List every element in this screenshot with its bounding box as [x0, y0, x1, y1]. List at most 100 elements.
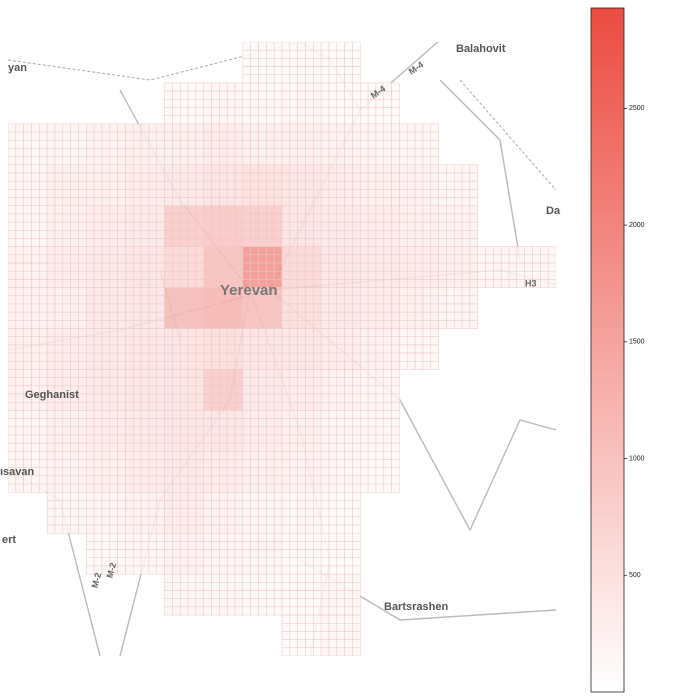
- heat-cell: [328, 336, 338, 346]
- heat-cell: [164, 221, 173, 231]
- heat-cell: [266, 434, 275, 444]
- heat-cell: [328, 582, 338, 591]
- heat-cell: [352, 172, 361, 182]
- heat-cell: [101, 156, 111, 166]
- heat-cell: [328, 320, 338, 329]
- heat-cell: [226, 385, 236, 395]
- heat-cell: [289, 99, 298, 108]
- heat-cell: [187, 180, 197, 190]
- heat-cell: [109, 172, 118, 182]
- heat-cell: [250, 410, 259, 419]
- heat-cell: [305, 148, 314, 157]
- heat-cell: [226, 401, 236, 411]
- heat-cell: [281, 442, 291, 452]
- heat-cell: [172, 295, 181, 305]
- heat-cell: [101, 401, 111, 411]
- heat-cell: [320, 606, 330, 616]
- heat-cell: [164, 475, 173, 485]
- heat-cell: [93, 230, 103, 239]
- heat-cell: [133, 393, 142, 403]
- heat-cell: [281, 565, 291, 575]
- heat-cell: [179, 565, 189, 575]
- heat-cell: [156, 352, 165, 362]
- heat-cell: [313, 197, 322, 206]
- heat-cell: [195, 549, 204, 559]
- heat-cell: [297, 115, 306, 125]
- heat-cell: [54, 483, 64, 493]
- heat-cell: [133, 189, 142, 198]
- heat-cell: [172, 361, 181, 370]
- heat-cell: [320, 483, 330, 493]
- heat-cell: [313, 467, 322, 477]
- heat-cell: [305, 270, 314, 280]
- heat-cell: [242, 49, 251, 59]
- heat-cell: [320, 287, 330, 297]
- heat-cell: [281, 590, 291, 599]
- heat-cell: [109, 246, 118, 256]
- heat-cell: [101, 172, 111, 182]
- heat-cell: [39, 139, 48, 149]
- heat-cell: [211, 549, 220, 559]
- heat-cell: [54, 180, 64, 190]
- heat-cell: [367, 361, 377, 370]
- heat-cell: [305, 451, 314, 460]
- heat-cell: [414, 361, 424, 370]
- heat-cell: [289, 524, 298, 534]
- heat-cell: [219, 115, 228, 125]
- heat-cell: [273, 123, 283, 133]
- heat-cell: [500, 270, 510, 280]
- heat-cell: [258, 230, 267, 239]
- heat-cell: [242, 573, 251, 583]
- heat-cell: [273, 532, 283, 542]
- heat-cell: [438, 221, 447, 231]
- heat-cell: [62, 205, 71, 215]
- heat-cell: [258, 238, 267, 247]
- heat-cell: [54, 401, 64, 411]
- heat-cell: [203, 303, 212, 313]
- heat-cell: [242, 205, 251, 215]
- heat-cell: [352, 82, 361, 92]
- heat-cell: [352, 565, 361, 575]
- heat-cell: [289, 393, 298, 403]
- heat-cell: [109, 418, 118, 428]
- heat-cell: [187, 532, 197, 542]
- heat-cell: [203, 459, 212, 468]
- heat-cell: [219, 90, 228, 100]
- heat-cell: [211, 180, 220, 190]
- heat-cell: [469, 172, 478, 182]
- heat-cell: [289, 66, 298, 75]
- heat-cell: [258, 598, 267, 608]
- heat-cell: [70, 123, 79, 133]
- heat-cell: [305, 320, 314, 329]
- heat-cell: [8, 385, 17, 395]
- heat-cell: [211, 287, 220, 297]
- heat-cell: [273, 582, 283, 591]
- heat-cell: [297, 426, 306, 436]
- heat-cell: [78, 287, 87, 297]
- heat-cell: [46, 369, 56, 378]
- heat-cell: [328, 393, 338, 403]
- heat-cell: [15, 426, 24, 436]
- heat-cell: [313, 74, 322, 84]
- heat-cell: [430, 123, 439, 133]
- heat-cell: [313, 164, 322, 174]
- heat-cell: [305, 524, 314, 534]
- heat-cell: [133, 164, 142, 174]
- heat-cell: [23, 246, 32, 256]
- heat-cell: [242, 385, 251, 395]
- heat-cell: [313, 336, 322, 346]
- heat-cell: [133, 418, 142, 428]
- heat-cell: [31, 336, 40, 346]
- heat-cell: [273, 524, 283, 534]
- heat-cell: [93, 131, 103, 141]
- heat-cell: [117, 377, 126, 387]
- heat-cell: [289, 189, 298, 198]
- heat-cell: [375, 238, 385, 247]
- heat-cell: [125, 287, 134, 297]
- heat-cell: [407, 197, 416, 206]
- heat-cell: [250, 254, 259, 264]
- heat-cell: [78, 475, 87, 485]
- heat-cell: [203, 557, 212, 567]
- heat-cell: [461, 238, 471, 247]
- heat-cell: [148, 344, 157, 354]
